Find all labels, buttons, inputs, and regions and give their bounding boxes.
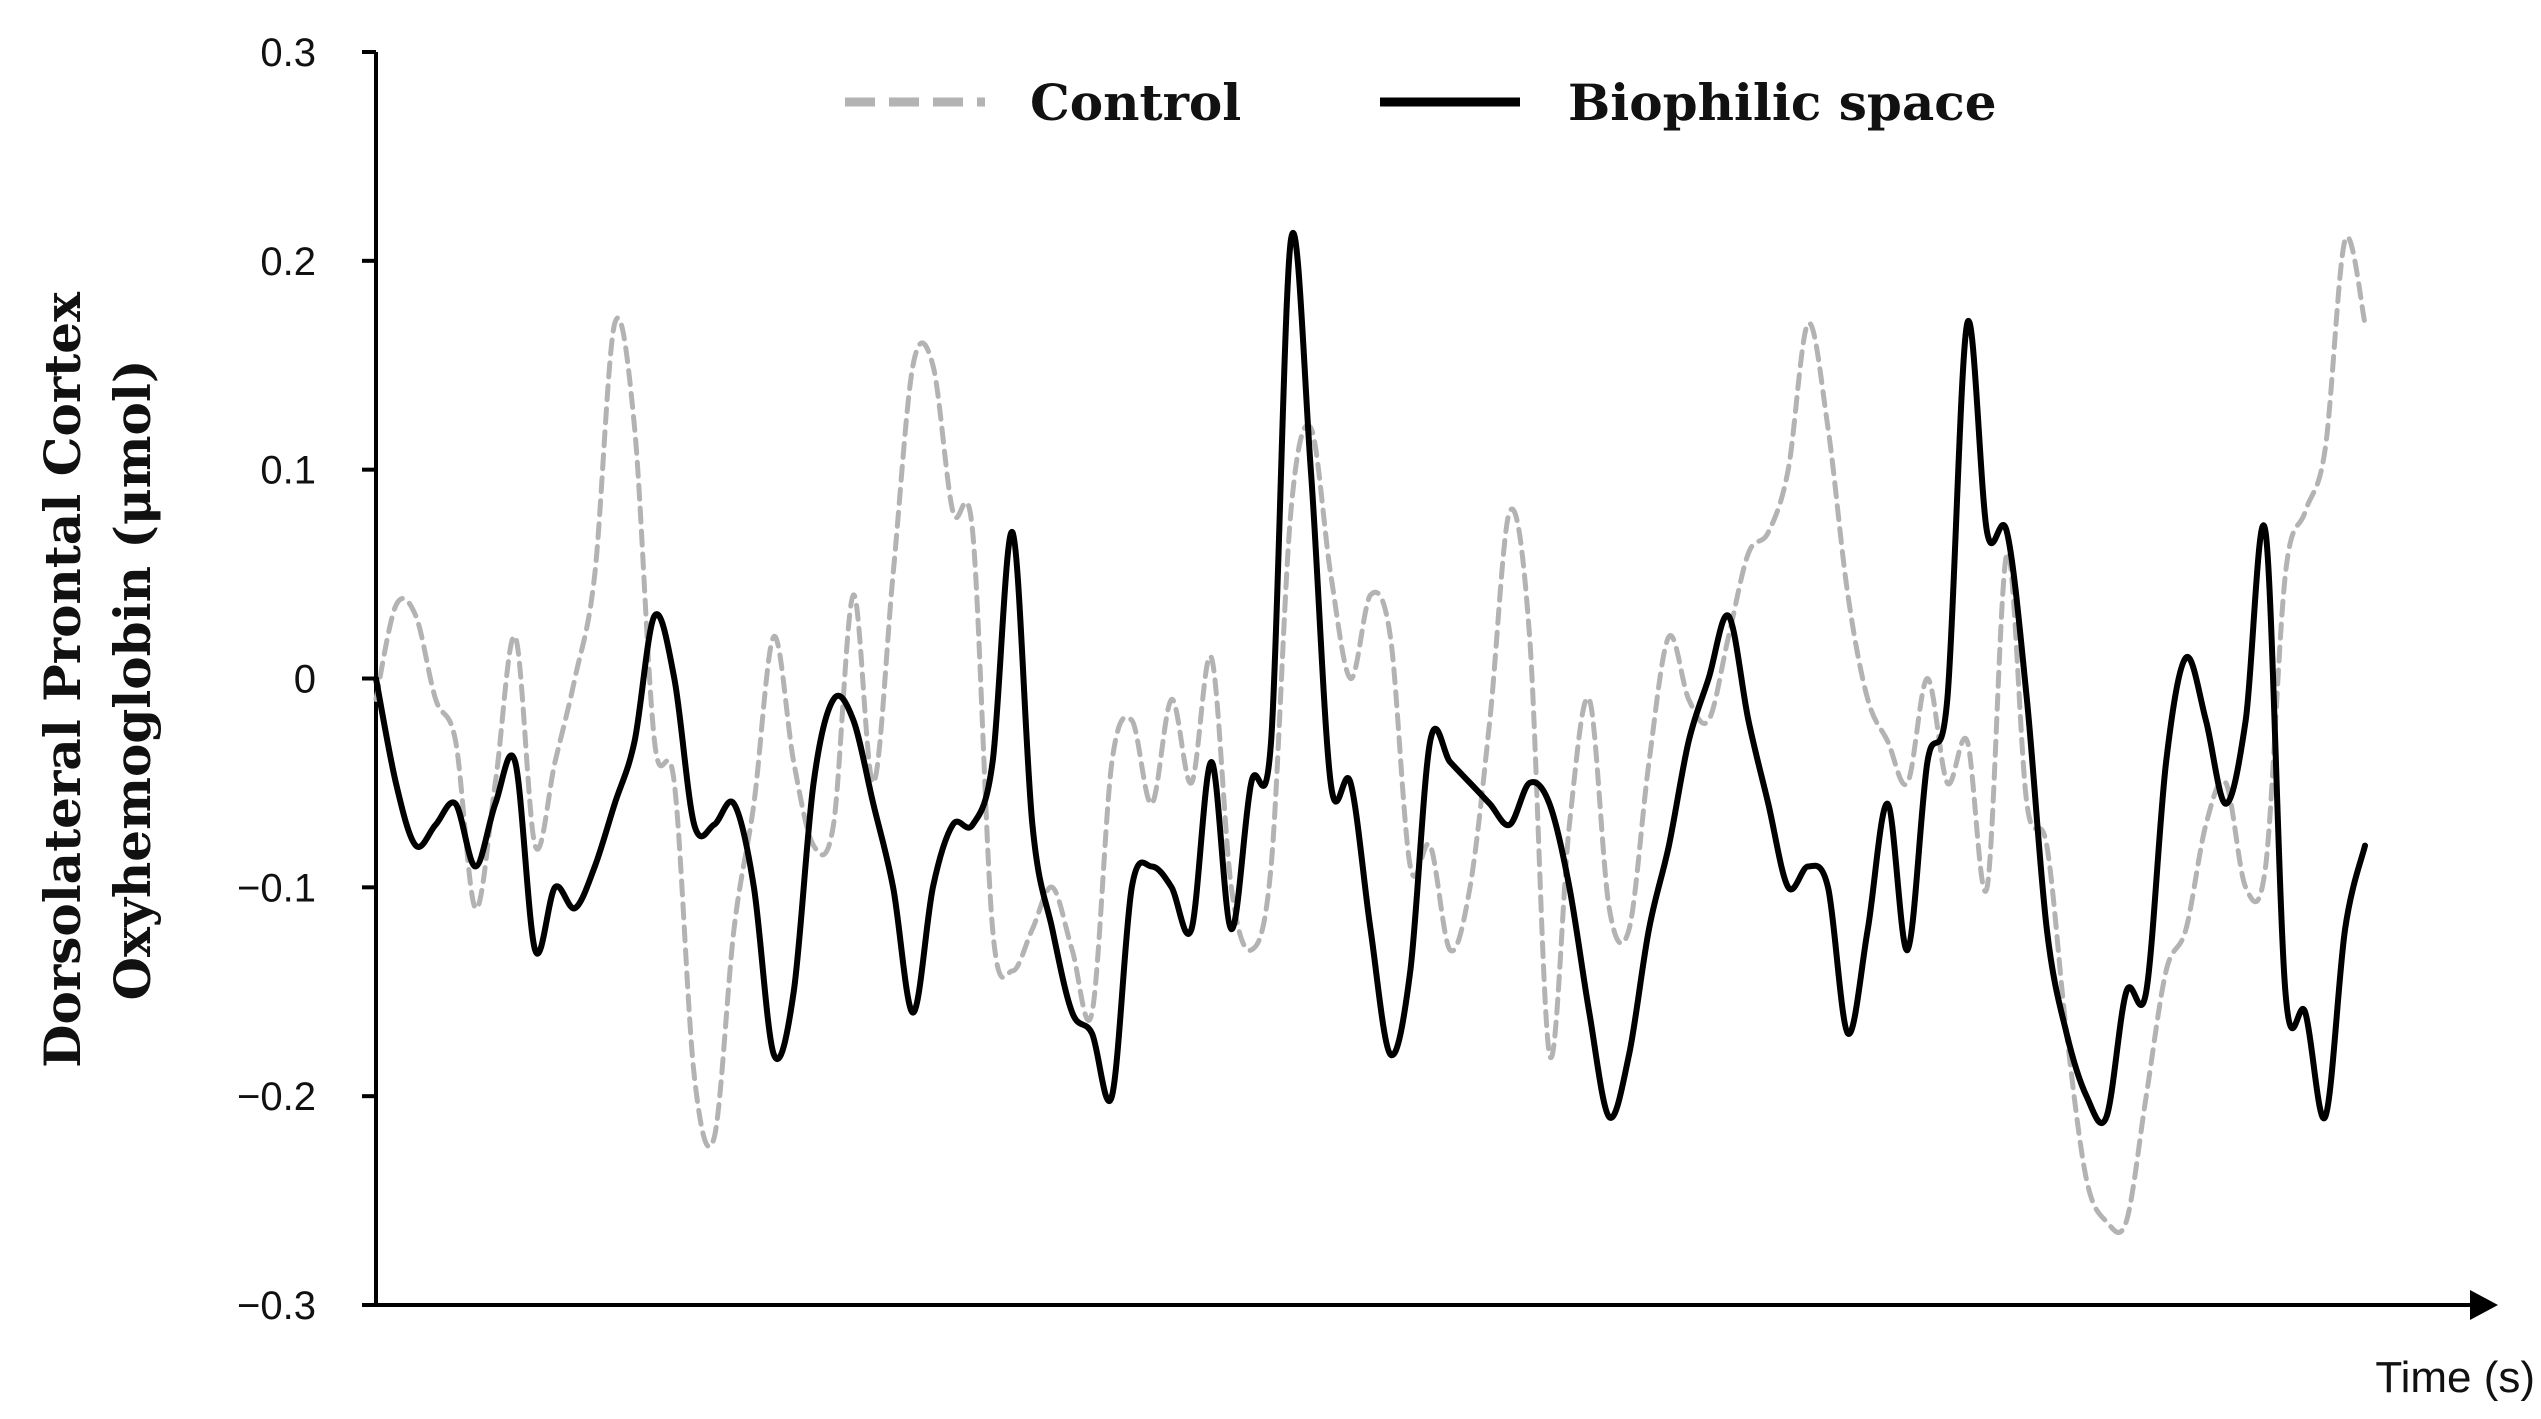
x-axis-title: Time (s) [2375, 1353, 2535, 1402]
series-group [373, 229, 2368, 1235]
y-tick-label: 0.3 [260, 31, 316, 75]
y-axis-title-line1: Dorsolateral Prontal Cortex [33, 291, 92, 1068]
y-ticks: 0.3 0.2 0.1 0 −0.1 −0.2 −0.3 [237, 31, 376, 1328]
legend-label-control: Control [1030, 73, 1241, 132]
y-axis-title-line2: Oxyhemoglobin (μmol) [103, 359, 162, 1000]
y-tick-label: 0.1 [260, 449, 316, 493]
x-axis-arrow [2470, 1290, 2498, 1320]
series-line-control [373, 234, 2368, 1235]
y-tick-label: 0 [294, 658, 316, 702]
y-tick-label: −0.3 [237, 1284, 316, 1328]
y-tick-label: −0.2 [237, 1075, 316, 1119]
legend-label-biophilic: Biophilic space [1568, 73, 1997, 132]
y-tick-label: 0.2 [260, 240, 316, 284]
y-tick-label: −0.1 [237, 866, 316, 910]
series-line-biophilic-space [373, 229, 2368, 1127]
legend: Control Biophilic space [845, 73, 1997, 132]
